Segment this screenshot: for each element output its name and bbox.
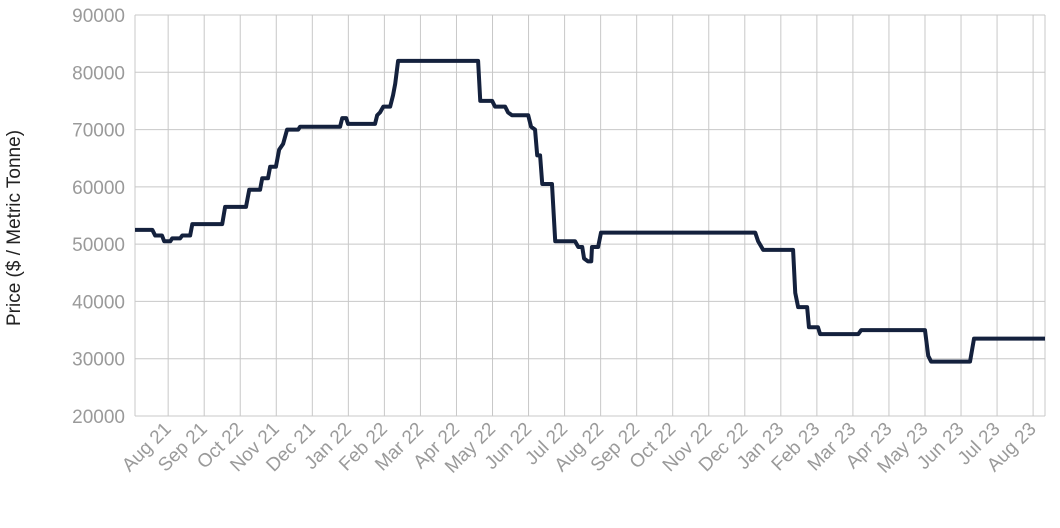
y-tick-label: 50000	[72, 235, 125, 256]
y-tick-label: 80000	[72, 63, 125, 84]
price-line	[135, 58, 1045, 364]
y-tick-label: 70000	[72, 121, 125, 142]
y-tick-label: 20000	[72, 407, 125, 428]
y-tick-label: 90000	[72, 6, 125, 27]
y-tick-label: 60000	[72, 178, 125, 199]
y-tick-label: 40000	[72, 292, 125, 313]
y-axis-label: Price ($ / Metric Tonne)	[4, 130, 25, 326]
y-tick-label: 30000	[72, 350, 125, 371]
